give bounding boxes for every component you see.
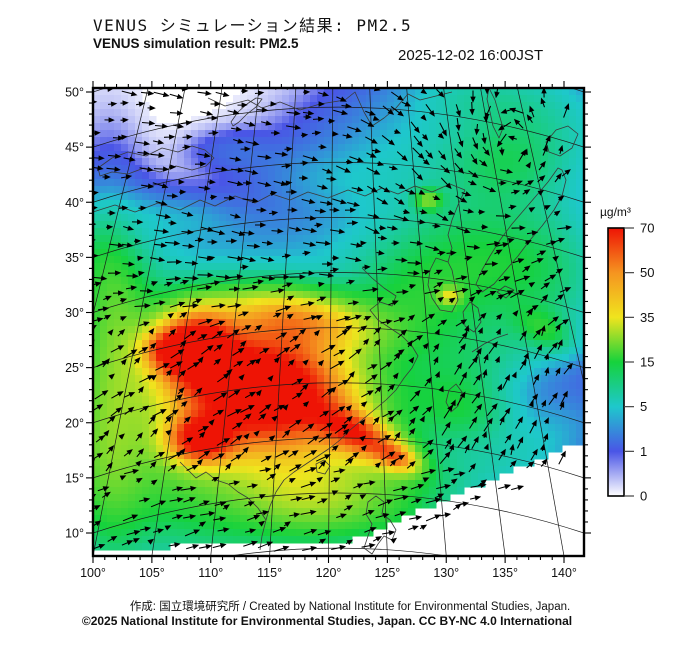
svg-text:115°: 115° [257, 566, 282, 580]
svg-text:45°: 45° [65, 141, 84, 155]
page-title-english: VENUS simulation result: PM2.5 [93, 36, 299, 51]
svg-text:10°: 10° [65, 527, 84, 541]
page-title-japanese: VENUS シミュレーション結果: PM2.5 [93, 16, 413, 35]
license-line: ©2025 National Institute for Environment… [81, 614, 573, 628]
wind-arrows-layer [93, 88, 573, 552]
svg-text:100°: 100° [80, 566, 106, 580]
svg-text:1: 1 [640, 444, 647, 459]
map-frame [91, 86, 586, 558]
forecast-timestamp: 2025-12-02 16:00JST [398, 47, 544, 64]
svg-text:15°: 15° [65, 471, 84, 485]
heatmap-layer [93, 88, 584, 551]
svg-text:15: 15 [640, 355, 654, 370]
svg-text:20°: 20° [65, 416, 84, 430]
svg-text:130°: 130° [433, 566, 459, 580]
svg-text:125°: 125° [374, 566, 400, 580]
svg-text:40°: 40° [65, 196, 84, 210]
svg-text:0: 0 [640, 489, 647, 504]
credit-line: 作成: 国立環境研究所 / Created by National Instit… [129, 601, 571, 613]
colorbar-unit-label: µg/m³ [600, 205, 631, 219]
axis-ticks [86, 81, 591, 563]
svg-text:120°: 120° [316, 566, 342, 580]
svg-text:50°: 50° [65, 86, 84, 100]
svg-text:30°: 30° [65, 306, 84, 320]
svg-text:25°: 25° [65, 361, 84, 375]
svg-text:105°: 105° [139, 566, 165, 580]
svg-text:5: 5 [640, 399, 647, 414]
svg-text:50: 50 [640, 265, 654, 280]
svg-text:140°: 140° [551, 566, 577, 580]
svg-text:70: 70 [640, 221, 654, 236]
svg-text:35: 35 [640, 310, 654, 325]
svg-text:35°: 35° [65, 251, 84, 265]
svg-text:135°: 135° [492, 566, 518, 580]
svg-text:110°: 110° [198, 566, 223, 580]
axis-labels: 100° 105° 110° 115° 120° 125° 130° 135° 140° 50° 4… [65, 86, 577, 581]
